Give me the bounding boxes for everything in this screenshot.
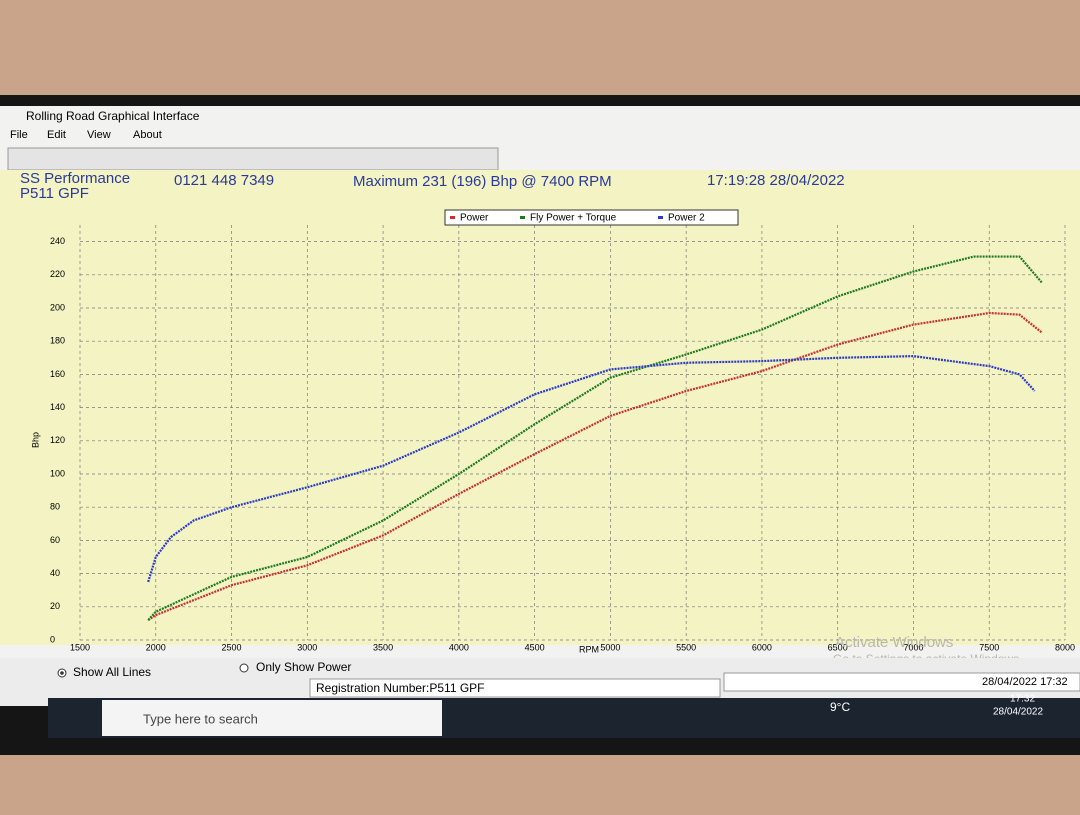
clock-time: 17:32 [1010, 694, 1035, 705]
radio-label[interactable]: Show All Lines [73, 665, 151, 679]
y-tick-label: 160 [50, 369, 65, 379]
toolbar [7, 147, 499, 171]
y-tick-label: 60 [50, 535, 60, 545]
x-tick-label: 2000 [146, 642, 166, 652]
company: SS Performance [20, 170, 130, 187]
watermark-title: Activate Windows [835, 634, 953, 651]
timestamp: 17:19:28 28/04/2022 [707, 172, 845, 189]
menu-item[interactable]: About [133, 129, 162, 141]
x-tick-label: 2500 [222, 642, 242, 652]
phone: 0121 448 7349 [174, 172, 274, 189]
x-tick-label: 3500 [373, 642, 393, 652]
x-tick-label: 5000 [600, 642, 620, 652]
window-title: Rolling Road Graphical Interface [26, 109, 200, 123]
y-tick-label: 80 [50, 502, 60, 512]
legend [444, 209, 739, 226]
x-tick-label: 4000 [449, 642, 469, 652]
status-field [309, 678, 721, 698]
chart-background [0, 170, 1080, 645]
y-tick-label: 0 [50, 634, 55, 644]
x-tick-label: 3000 [297, 642, 317, 652]
status-registration: Registration Number:P511 GPF [316, 681, 485, 695]
x-tick-label: 7000 [903, 642, 923, 652]
x-tick-label: 6500 [828, 642, 848, 652]
status-field [723, 672, 1080, 692]
y-tick-label: 180 [50, 336, 65, 346]
search-placeholder: Type here to search [143, 711, 258, 726]
plot: 0 20 40 60 80 100 120 140 160 180 200 220 240 1500 200… [50, 209, 1075, 652]
x-tick-label: 6000 [752, 642, 772, 652]
maximum: Maximum 231 (196) Bhp @ 7400 RPM [353, 173, 612, 190]
x-axis-label: RPM [579, 644, 599, 654]
x-tick-label: 5500 [676, 642, 696, 652]
y-tick-label: 140 [50, 402, 65, 412]
y-axis-label: Bhp [30, 432, 40, 448]
radio[interactable] [239, 663, 249, 673]
y-tick-label: 200 [50, 302, 65, 312]
line [147, 355, 1036, 583]
menu-item[interactable]: File [10, 129, 28, 141]
menu-item[interactable]: Edit [47, 129, 66, 141]
legend-swatch [520, 216, 525, 219]
search-box[interactable] [102, 700, 442, 736]
y-tick-label: 100 [50, 468, 65, 478]
header: SS Performance 0121 448 7349 P511 GPF Ma… [20, 170, 845, 202]
menu-item[interactable]: View [87, 129, 111, 141]
weather: 9°C [830, 700, 850, 714]
y-tick-label: 120 [50, 435, 65, 445]
radio-label[interactable]: Only Show Power [256, 660, 351, 674]
registration: P511 GPF [20, 185, 89, 202]
legend-label: Power 2 [668, 213, 705, 224]
legend-label: Power [460, 213, 489, 224]
menu-bar: File Edit View About [10, 129, 162, 141]
y-tick-label: 20 [50, 601, 60, 611]
line [147, 311, 1043, 621]
line [147, 255, 1044, 621]
y-tick-label: 220 [50, 269, 65, 279]
x-tick-label: 7500 [979, 642, 999, 652]
radio-dot [60, 671, 64, 675]
x-tick-label: 8000 [1055, 642, 1075, 652]
legend-swatch [658, 216, 663, 219]
legend-label: Fly Power + Torque [530, 213, 617, 224]
y-tick-label: 240 [50, 236, 65, 246]
legend-swatch [450, 216, 455, 219]
clock-date: 28/04/2022 [993, 707, 1043, 718]
status-datetime: 28/04/2022 17:32 [982, 676, 1068, 688]
y-tick-label: 40 [50, 568, 60, 578]
x-tick-label: 1500 [70, 642, 90, 652]
x-tick-label: 4500 [525, 642, 545, 652]
